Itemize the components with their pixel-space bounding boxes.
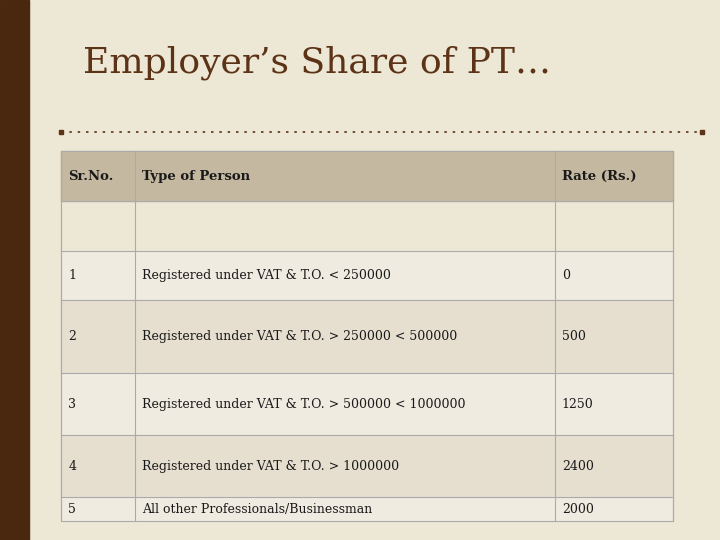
Text: 2: 2	[68, 330, 76, 343]
Text: Type of Person: Type of Person	[142, 170, 251, 183]
Text: 1250: 1250	[562, 397, 593, 411]
Text: Registered under VAT & T.O. < 250000: Registered under VAT & T.O. < 250000	[142, 269, 391, 282]
Text: 4: 4	[68, 460, 76, 473]
Text: All other Professionals/Businessman: All other Professionals/Businessman	[142, 503, 372, 516]
Text: Sr.No.: Sr.No.	[68, 170, 114, 183]
Bar	[61, 151, 673, 201]
Bar	[61, 151, 673, 521]
Text: Employer’s Share of PT…: Employer’s Share of PT…	[83, 46, 551, 80]
Text: Registered under VAT & T.O. > 500000 < 1000000: Registered under VAT & T.O. > 500000 < 1…	[142, 397, 466, 411]
Text: Registered under VAT & T.O. > 250000 < 500000: Registered under VAT & T.O. > 250000 < 5…	[142, 330, 457, 343]
Bar	[0, 0, 29, 540]
Text: Registered under VAT & T.O. > 1000000: Registered under VAT & T.O. > 1000000	[142, 460, 399, 473]
Bar	[61, 497, 673, 521]
Text: 2000: 2000	[562, 503, 594, 516]
Bar	[61, 373, 673, 435]
Text: 500: 500	[562, 330, 585, 343]
Bar	[61, 300, 673, 373]
Text: 2400: 2400	[562, 460, 594, 473]
Text: Rate (Rs.): Rate (Rs.)	[562, 170, 636, 183]
Text: 0: 0	[562, 269, 570, 282]
Text: 3: 3	[68, 397, 76, 411]
Bar	[61, 251, 673, 300]
Text: 1: 1	[68, 269, 76, 282]
Bar	[61, 435, 673, 497]
Text: 5: 5	[68, 503, 76, 516]
